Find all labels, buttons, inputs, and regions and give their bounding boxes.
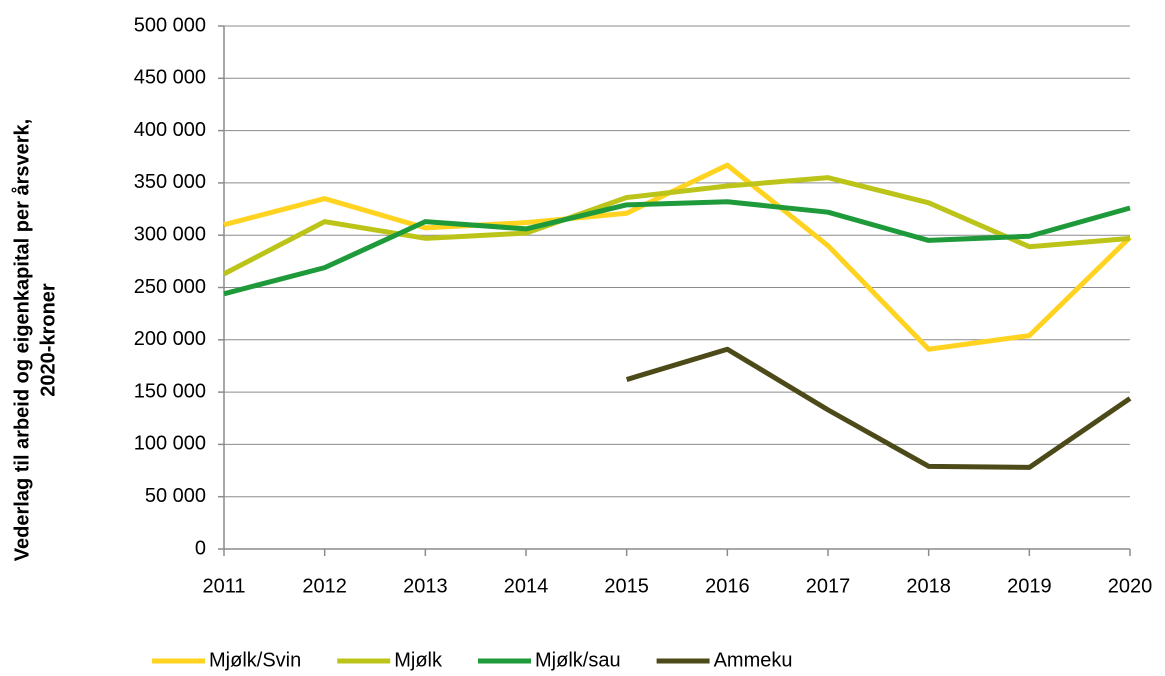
series-line: [625, 346, 1132, 470]
y-tick-label: 400 000: [134, 119, 206, 141]
x-tick-label: 2018: [906, 575, 951, 597]
x-tick-label: 2020: [1108, 575, 1153, 597]
x-tick-label: 2013: [403, 575, 448, 597]
x-tick-label: 2014: [504, 575, 549, 597]
y-axis-title-line: Vederlag til arbeid og eigenkapital per …: [10, 119, 33, 561]
y-axis-title: Vederlag til arbeid og eigenkapital per …: [10, 119, 59, 561]
y-tick-label: 350 000: [134, 171, 206, 193]
series-line: [223, 199, 1131, 297]
y-tick-label: 0: [195, 537, 206, 559]
x-tick-label: 2017: [806, 575, 851, 597]
y-tick-label: 500 000: [134, 14, 206, 36]
x-tick-label: 2016: [705, 575, 750, 597]
x-tick-label: 2012: [302, 575, 347, 597]
y-tick-label: 100 000: [134, 433, 206, 455]
series-line: [222, 175, 1131, 277]
y-tick-label: 150 000: [134, 380, 206, 402]
legend-label: Ammeku: [714, 649, 793, 671]
y-tick-label: 250 000: [134, 276, 206, 298]
series-line: [223, 162, 1132, 352]
x-tick-label: 2019: [1007, 575, 1052, 597]
y-axis-title-line: 2020-kroner: [37, 283, 59, 397]
x-tick-label: 2015: [604, 575, 649, 597]
legend-label: Mjølk: [394, 649, 443, 671]
x-tick-label: 2011: [202, 575, 245, 597]
legend-label: Mjølk/Svin: [209, 649, 301, 671]
y-tick-label: 200 000: [134, 328, 206, 350]
y-tick-label: 300 000: [134, 223, 206, 245]
legend-label: Mjølk/sau: [535, 649, 621, 671]
y-tick-label: 450 000: [134, 67, 206, 89]
y-tick-label: 50 000: [145, 485, 206, 507]
